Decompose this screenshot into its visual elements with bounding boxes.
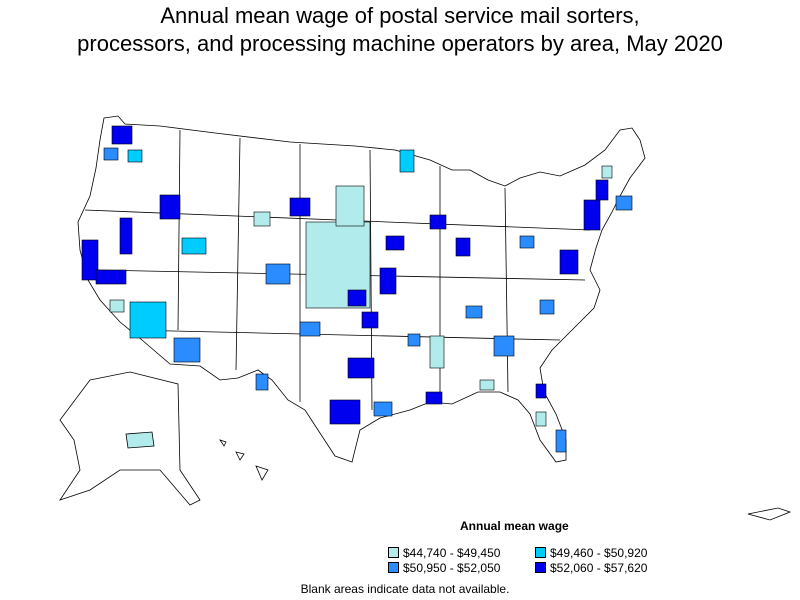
legend-label-3: $50,950 - $52,050 <box>403 561 501 575</box>
title-line-1: Annual mean wage of postal service mail … <box>160 3 640 28</box>
legend-item-4: $52,060 - $57,620 <box>535 561 647 575</box>
legend-swatch-2 <box>535 547 546 558</box>
state-line-2 <box>235 137 241 371</box>
state-line-1 <box>177 129 181 331</box>
legend-label-2: $49,460 - $50,920 <box>550 546 648 560</box>
footnote: Blank areas indicate data not available. <box>300 582 510 596</box>
legend-item-2: $49,460 - $50,920 <box>535 546 647 560</box>
legend-label-4: $52,060 - $57,620 <box>550 561 648 575</box>
legend-swatch-4 <box>535 562 546 573</box>
state-line-6 <box>504 187 509 393</box>
alaska <box>59 371 201 506</box>
legend-swatch-3 <box>388 562 399 573</box>
alaska-area <box>125 431 155 449</box>
colored-areas <box>81 125 633 453</box>
legend-swatch-1 <box>388 547 399 558</box>
title-line-2: processors, and processing machine opera… <box>77 31 723 56</box>
puerto-rico <box>747 507 792 521</box>
legend-title: Annual mean wage <box>460 519 569 533</box>
hawaii <box>219 439 269 481</box>
state-line-9 <box>129 329 561 341</box>
legend-item-1: $44,740 - $49,450 <box>388 546 500 560</box>
legend-label-1: $44,740 - $49,450 <box>403 546 501 560</box>
legend-item-3: $50,950 - $52,050 <box>388 561 500 575</box>
map-title: Annual mean wage of postal service mail … <box>0 2 800 58</box>
